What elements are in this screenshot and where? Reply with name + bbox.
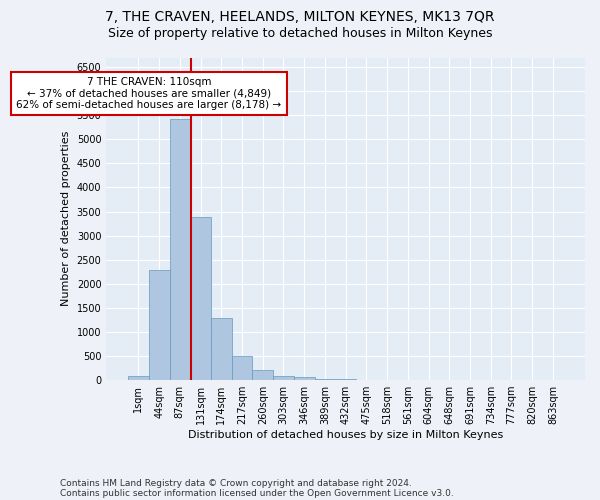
Bar	[170, 119, 190, 380]
Text: 7, THE CRAVEN, HEELANDS, MILTON KEYNES, MK13 7QR: 7, THE CRAVEN, HEELANDS, MILTON KEYNES, …	[105, 10, 495, 24]
Bar	[314, 378, 335, 380]
Text: Contains HM Land Registry data © Crown copyright and database right 2024.: Contains HM Land Registry data © Crown c…	[60, 478, 412, 488]
X-axis label: Distribution of detached houses by size in Milton Keynes: Distribution of detached houses by size …	[188, 430, 503, 440]
Text: 7 THE CRAVEN: 110sqm
← 37% of detached houses are smaller (4,849)
62% of semi-de: 7 THE CRAVEN: 110sqm ← 37% of detached h…	[16, 77, 281, 110]
Bar	[273, 376, 294, 380]
Bar	[232, 356, 253, 380]
Bar	[149, 270, 170, 380]
Bar	[253, 370, 273, 380]
Text: Size of property relative to detached houses in Milton Keynes: Size of property relative to detached ho…	[108, 28, 492, 40]
Y-axis label: Number of detached properties: Number of detached properties	[61, 131, 71, 306]
Bar	[190, 218, 211, 380]
Text: Contains public sector information licensed under the Open Government Licence v3: Contains public sector information licen…	[60, 488, 454, 498]
Bar	[294, 378, 314, 380]
Bar	[211, 318, 232, 380]
Bar	[128, 376, 149, 380]
